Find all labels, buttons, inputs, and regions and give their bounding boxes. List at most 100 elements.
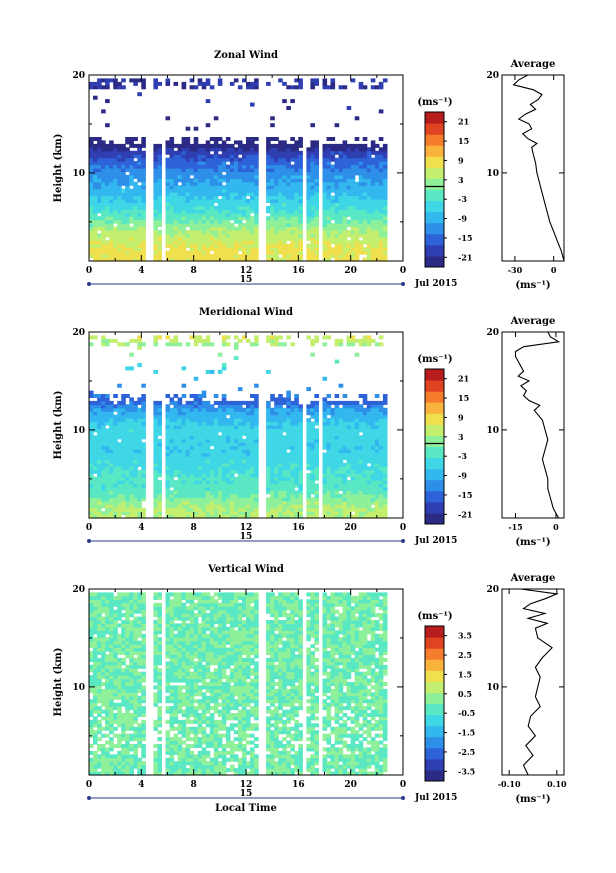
heatmap-cell	[153, 404, 158, 409]
heatmap-cell	[173, 507, 179, 512]
heatmap-cell	[169, 178, 175, 183]
heatmap-cell	[225, 511, 231, 516]
heatmap-cell	[221, 473, 227, 478]
heatmap-cell	[153, 230, 158, 234]
heatmap-cell	[105, 157, 110, 162]
heatmap-cell	[89, 188, 94, 193]
heatmap-cell	[197, 442, 203, 447]
heatmap-cell	[133, 168, 138, 172]
heatmap-cell	[181, 181, 187, 186]
heatmap-cell	[97, 480, 102, 485]
heatmap-cell	[326, 487, 332, 491]
heatmap-cell	[298, 414, 303, 419]
heatmap-cell	[229, 250, 235, 255]
heatmap-cell	[109, 438, 114, 443]
heatmap-cell	[250, 442, 255, 447]
heatmap-cell	[165, 411, 171, 416]
heatmap-cell	[205, 147, 211, 152]
heatmap-cell	[173, 449, 179, 454]
heatmap-cell	[374, 254, 380, 259]
heatmap-cell	[117, 469, 122, 474]
heatmap-cell	[97, 504, 102, 509]
heatmap-cell	[129, 407, 134, 412]
heatmap-cell	[366, 466, 372, 471]
heatmap-cell	[209, 449, 215, 454]
heatmap-cell	[193, 161, 199, 166]
heatmap-cell	[141, 171, 146, 176]
heatmap-cell	[89, 490, 94, 495]
heatmap-cell	[306, 445, 311, 450]
heatmap-cell	[314, 514, 319, 519]
heatmap-cell	[157, 230, 162, 234]
heatmap-cell	[338, 157, 344, 162]
heatmap-cell	[109, 421, 114, 426]
heatmap-cell	[185, 137, 191, 141]
heatmap-cell	[193, 466, 199, 471]
heatmap-cell	[314, 400, 319, 405]
heatmap-cell	[370, 185, 376, 190]
heatmap-cell	[185, 418, 191, 423]
heatmap-cell	[274, 435, 279, 440]
heatmap-cell	[334, 473, 340, 478]
heatmap-cell	[133, 250, 138, 255]
heatmap-cell	[294, 171, 299, 176]
heatmap-cell	[173, 243, 179, 248]
heatmap-cell	[350, 414, 356, 419]
heatmap-cell	[225, 514, 231, 519]
heatmap-cell	[246, 466, 251, 471]
heatmap-cell	[153, 240, 158, 245]
heatmap-cell	[266, 338, 271, 343]
heatmap-cell	[346, 202, 352, 207]
heatmap-cell	[278, 185, 283, 190]
heatmap-cell	[141, 459, 146, 464]
heatmap-cell	[209, 178, 215, 183]
heatmap-cell	[209, 504, 215, 509]
heatmap-cell	[93, 137, 98, 141]
heatmap-cell	[181, 431, 187, 436]
heatmap-cell	[89, 466, 94, 471]
heatmap-cell	[153, 493, 158, 498]
heatmap-cell	[105, 150, 110, 155]
heatmap-cell	[109, 154, 114, 159]
heatmap-cell	[233, 161, 239, 166]
heatmap-cell	[378, 157, 384, 162]
heatmap-cell	[233, 497, 239, 502]
heatmap-cell	[362, 452, 368, 457]
heatmap-cell	[366, 171, 372, 176]
heatmap-cell	[274, 188, 279, 193]
heatmap-cell	[193, 490, 199, 495]
heatmap-cell	[270, 462, 275, 467]
heatmap-cell	[197, 490, 203, 495]
heatmap-cell	[221, 250, 227, 255]
heatmap-cell	[113, 216, 118, 221]
heatmap-cell	[89, 161, 94, 166]
heatmap-cell	[237, 230, 243, 234]
heatmap-cell	[366, 500, 372, 505]
heatmap-cell	[97, 154, 102, 159]
heatmap-cell	[350, 254, 356, 259]
heatmap-cell	[254, 243, 259, 248]
heatmap-cell	[342, 247, 348, 252]
heatmap-cell	[342, 140, 348, 145]
heatmap-cell	[117, 178, 122, 183]
heatmap-cell	[181, 466, 187, 471]
heatmap-cell	[274, 212, 279, 217]
heatmap-cell	[109, 476, 114, 481]
heatmap-cell	[101, 407, 106, 412]
heatmap-cell	[129, 500, 134, 505]
heatmap-cell	[221, 462, 227, 467]
heatmap-cell	[382, 462, 388, 467]
heatmap-cell	[250, 233, 255, 238]
heatmap-cell	[105, 223, 110, 228]
heatmap-cell	[354, 202, 360, 207]
heatmap-cell	[250, 456, 255, 460]
heatmap-cell	[121, 195, 126, 200]
heatmap-cell	[201, 342, 207, 347]
heatmap-cell	[274, 483, 279, 488]
heatmap-cell	[137, 438, 142, 443]
heatmap-cell	[306, 418, 311, 423]
heatmap-cell	[250, 202, 255, 207]
heatmap-cell	[117, 192, 122, 197]
heatmap-cell	[358, 338, 364, 343]
heatmap-cell	[229, 154, 235, 159]
